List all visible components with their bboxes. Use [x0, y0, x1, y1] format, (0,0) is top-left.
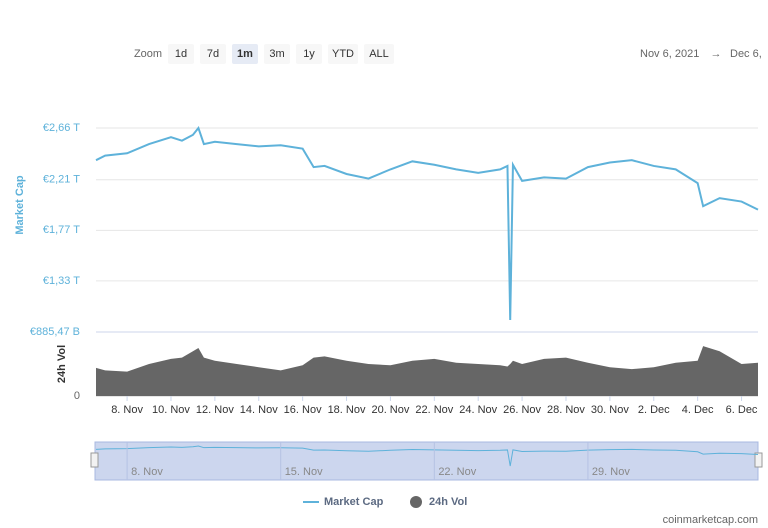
range-to: Dec 6,: [730, 48, 762, 60]
x-tick-label: 22. Nov: [415, 404, 453, 416]
volume-area: [96, 346, 758, 396]
navigator-handle[interactable]: [90, 452, 99, 468]
zoom-button-label: 1m: [237, 48, 253, 60]
x-tick-label: 4. Dec: [682, 404, 714, 416]
x-tick-label: 26. Nov: [503, 404, 541, 416]
x-tick-label: 6. Dec: [726, 404, 758, 416]
y-axis-title: Market Cap: [14, 175, 26, 235]
zoom-button[interactable]: [264, 44, 290, 64]
x-tick-label: 24. Nov: [459, 404, 497, 416]
navigator-tick-label: 22. Nov: [438, 466, 476, 478]
navigator-line: [95, 445, 759, 467]
zoom-button-label: YTD: [332, 48, 354, 60]
y2-tick-label: 0: [74, 390, 80, 402]
zoom-button[interactable]: [296, 44, 322, 64]
range-arrow: →: [711, 48, 722, 60]
x-tick-label: 12. Nov: [196, 404, 234, 416]
x-tick-label: 20. Nov: [371, 404, 409, 416]
legend-label[interactable]: 24h Vol: [429, 496, 467, 508]
y-tick-label: €885,47 B: [30, 326, 80, 338]
zoom-button[interactable]: [364, 44, 394, 64]
zoom-button-label: ALL: [369, 48, 389, 60]
y-tick-label: €1,77 T: [43, 224, 80, 236]
navigator-tick-label: 29. Nov: [592, 466, 630, 478]
zoom-button[interactable]: [200, 44, 226, 64]
zoom-button-label: 1d: [175, 48, 187, 60]
x-tick-label: 16. Nov: [284, 404, 322, 416]
credit: coinmarketcap.com: [663, 514, 758, 526]
x-tick-label: 10. Nov: [152, 404, 190, 416]
y-tick-label: €2,21 T: [43, 174, 80, 186]
x-tick-label: 2. Dec: [638, 404, 670, 416]
navigator-tick-label: 8. Nov: [131, 466, 163, 478]
x-tick-label: 18. Nov: [328, 404, 366, 416]
navigator-handle[interactable]: [754, 452, 763, 468]
zoom-label: Zoom: [134, 48, 162, 60]
x-tick-label: 14. Nov: [240, 404, 278, 416]
legend-label[interactable]: Market Cap: [324, 496, 384, 508]
x-tick-label: 30. Nov: [591, 404, 629, 416]
navigator-tick-label: 15. Nov: [285, 466, 323, 478]
navigator-mask[interactable]: [94, 441, 759, 481]
legend-symbol[interactable]: [410, 496, 422, 508]
zoom-button[interactable]: [232, 44, 258, 64]
range-from: Nov 6, 2021: [640, 48, 699, 60]
y-tick-label: €1,33 T: [43, 275, 80, 287]
x-tick-label: 28. Nov: [547, 404, 585, 416]
zoom-button[interactable]: [328, 44, 358, 64]
zoom-button[interactable]: [168, 44, 194, 64]
market-cap-line: [95, 125, 759, 321]
zoom-button-label: 1y: [303, 48, 315, 60]
y2-axis-title: 24h Vol: [56, 345, 68, 383]
zoom-button-label: 3m: [269, 48, 284, 60]
y-tick-label: €2,66 T: [43, 122, 80, 134]
zoom-button-label: 7d: [207, 48, 219, 60]
x-tick-label: 8. Nov: [111, 404, 143, 416]
